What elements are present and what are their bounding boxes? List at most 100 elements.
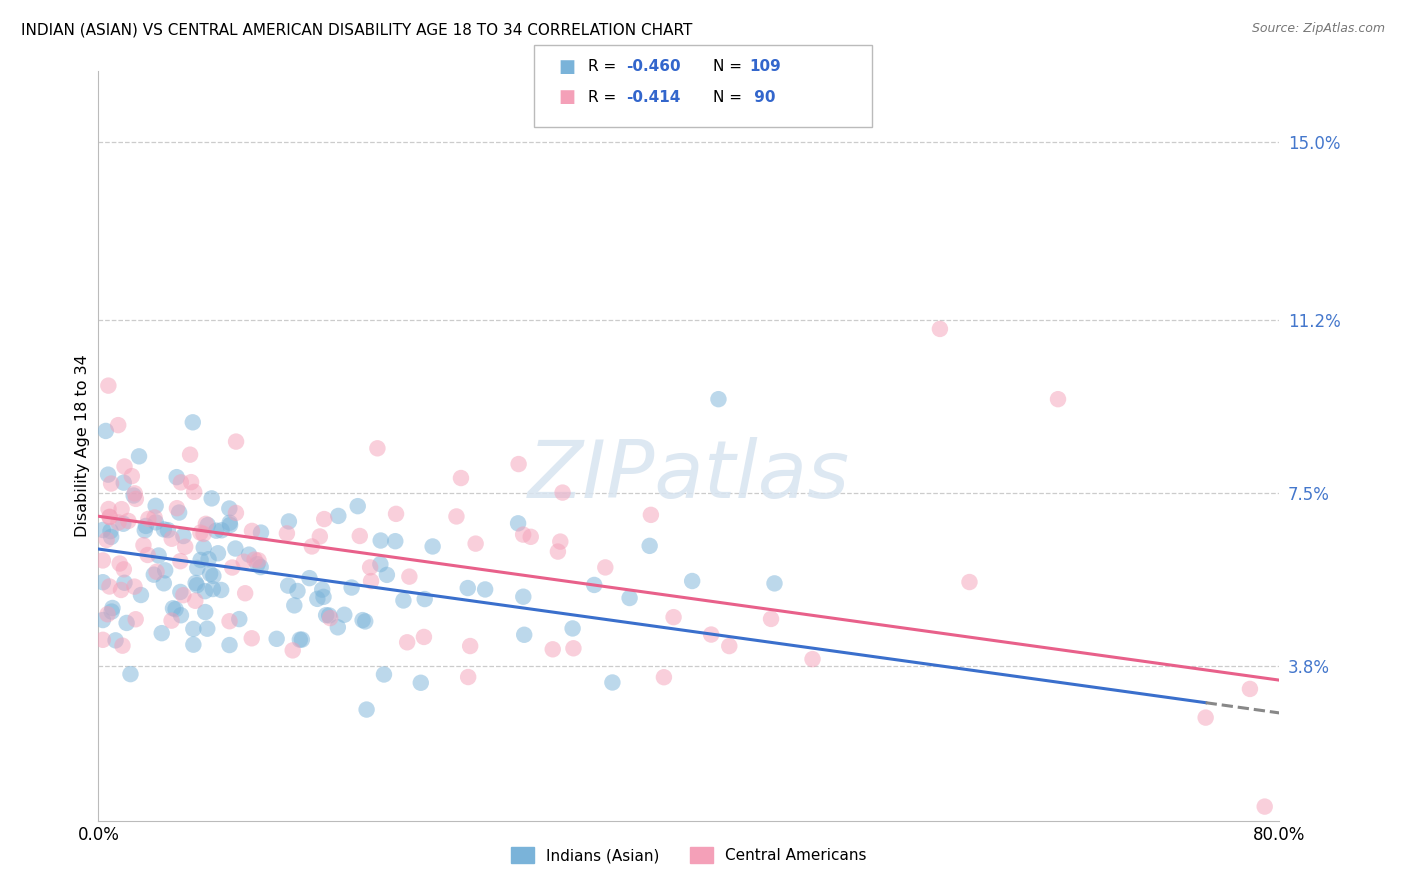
Point — [197, 552, 219, 566]
Point — [115, 615, 138, 630]
Point — [707, 392, 730, 407]
Point — [184, 576, 207, 591]
Point — [160, 532, 183, 546]
Point — [205, 524, 228, 538]
Point — [183, 484, 205, 499]
Point — [464, 536, 486, 550]
Point — [311, 582, 333, 597]
Point — [145, 516, 167, 530]
Text: Source: ZipAtlas.com: Source: ZipAtlas.com — [1251, 22, 1385, 36]
Text: R =: R = — [588, 60, 621, 74]
Point — [94, 424, 117, 438]
Point — [266, 632, 288, 646]
Point — [508, 457, 530, 471]
Point — [110, 582, 132, 597]
Point — [218, 638, 240, 652]
Point — [156, 523, 179, 537]
Point — [209, 582, 232, 597]
Point — [458, 639, 481, 653]
Point — [232, 555, 254, 569]
Point — [100, 530, 122, 544]
Point — [718, 639, 741, 653]
Point — [277, 515, 299, 529]
Point — [384, 534, 406, 549]
Point — [132, 538, 155, 552]
Point — [179, 448, 201, 462]
Point — [413, 592, 436, 607]
Point — [100, 476, 122, 491]
Point — [125, 491, 148, 506]
Point — [97, 502, 120, 516]
Point — [202, 569, 225, 583]
Point — [224, 541, 246, 556]
Point — [124, 580, 146, 594]
Text: N =: N = — [713, 60, 747, 74]
Point — [153, 576, 176, 591]
Point — [197, 518, 219, 533]
Legend: Indians (Asian), Central Americans: Indians (Asian), Central Americans — [505, 841, 873, 869]
Point — [506, 516, 529, 531]
Point — [640, 508, 662, 522]
Point — [153, 563, 176, 577]
Point — [219, 518, 242, 533]
Point — [446, 509, 468, 524]
Point — [112, 516, 135, 531]
Point — [110, 502, 132, 516]
Point — [512, 527, 534, 541]
Point — [328, 508, 350, 523]
Point — [128, 450, 150, 464]
Point — [153, 522, 176, 536]
Point — [190, 553, 212, 567]
Point — [107, 516, 129, 530]
Point — [98, 510, 121, 524]
Point — [194, 516, 217, 531]
Point — [246, 558, 269, 572]
Point — [190, 525, 212, 540]
Point — [307, 591, 329, 606]
Point — [122, 489, 145, 503]
Point — [172, 529, 194, 543]
Point — [91, 632, 114, 647]
Point — [201, 582, 224, 596]
Point — [121, 469, 143, 483]
Point — [315, 608, 337, 623]
Point — [114, 459, 136, 474]
Point — [211, 523, 233, 537]
Point — [619, 591, 641, 605]
Point — [112, 562, 135, 576]
Point — [457, 670, 479, 684]
Point — [166, 501, 188, 516]
Point — [352, 613, 374, 627]
Point — [326, 620, 349, 634]
Point — [360, 574, 382, 588]
Point — [681, 574, 703, 588]
Point — [183, 638, 205, 652]
Point — [602, 675, 624, 690]
Point — [396, 635, 419, 649]
Point — [375, 567, 398, 582]
Text: ZIPatlas: ZIPatlas — [527, 437, 851, 515]
Point — [409, 675, 432, 690]
Point — [247, 553, 270, 567]
Point — [370, 533, 392, 548]
Point — [186, 561, 208, 575]
Point — [561, 622, 583, 636]
Point — [91, 523, 114, 537]
Point — [356, 702, 378, 716]
Point — [929, 322, 952, 336]
Point — [181, 415, 204, 429]
Point — [98, 580, 121, 594]
Point — [124, 486, 146, 500]
Point — [97, 467, 120, 482]
Point — [283, 599, 305, 613]
Point — [370, 557, 392, 571]
Text: 90: 90 — [749, 90, 776, 104]
Point — [160, 614, 183, 628]
Point — [638, 539, 661, 553]
Point — [112, 475, 135, 490]
Point — [167, 506, 190, 520]
Point — [318, 608, 340, 623]
Point — [513, 628, 536, 642]
Point — [228, 612, 250, 626]
Point — [225, 434, 247, 449]
